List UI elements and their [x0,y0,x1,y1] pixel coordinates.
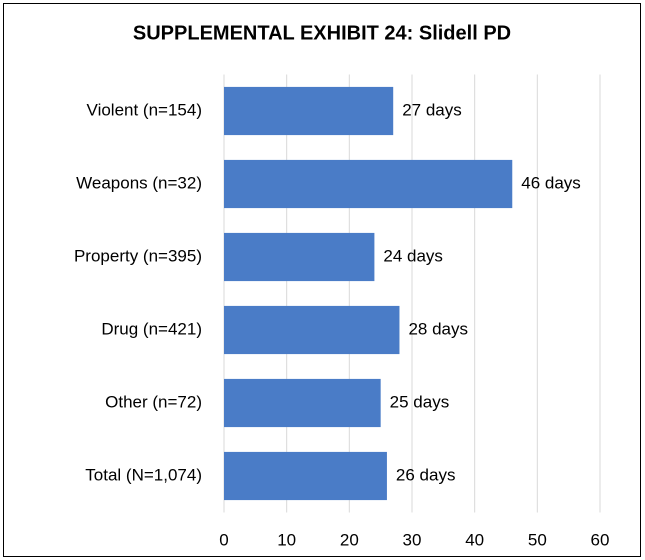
y-tick-label: Drug (n=421) [101,319,202,338]
y-tick-label: Weapons (n=32) [76,173,202,192]
bar [224,232,375,282]
y-tick-label: Property (n=395) [74,246,202,265]
y-tick-label: Other (n=72) [105,392,202,411]
y-tick-label: Total (N=1,074) [85,465,202,484]
x-tick-label: 10 [277,530,296,549]
chart-title: SUPPLEMENTAL EXHIBIT 24: Slidell PD [133,22,511,44]
bar [224,451,387,501]
x-tick-label: 30 [403,530,422,549]
data-label: 24 days [383,246,443,265]
data-label: 26 days [396,465,456,484]
y-tick-label: Violent (n=154) [87,100,202,119]
data-label: 28 days [408,319,468,338]
data-label: 46 days [521,173,581,192]
data-label: 27 days [402,100,462,119]
x-tick-label: 40 [465,530,484,549]
x-tick-label: 50 [528,530,547,549]
x-tick-label: 20 [340,530,359,549]
bar [224,159,513,209]
bar [224,86,394,136]
bar [224,305,400,355]
bar [224,378,381,428]
x-tick-label: 60 [591,530,610,549]
data-label: 25 days [390,392,450,411]
x-tick-label: 0 [219,530,228,549]
